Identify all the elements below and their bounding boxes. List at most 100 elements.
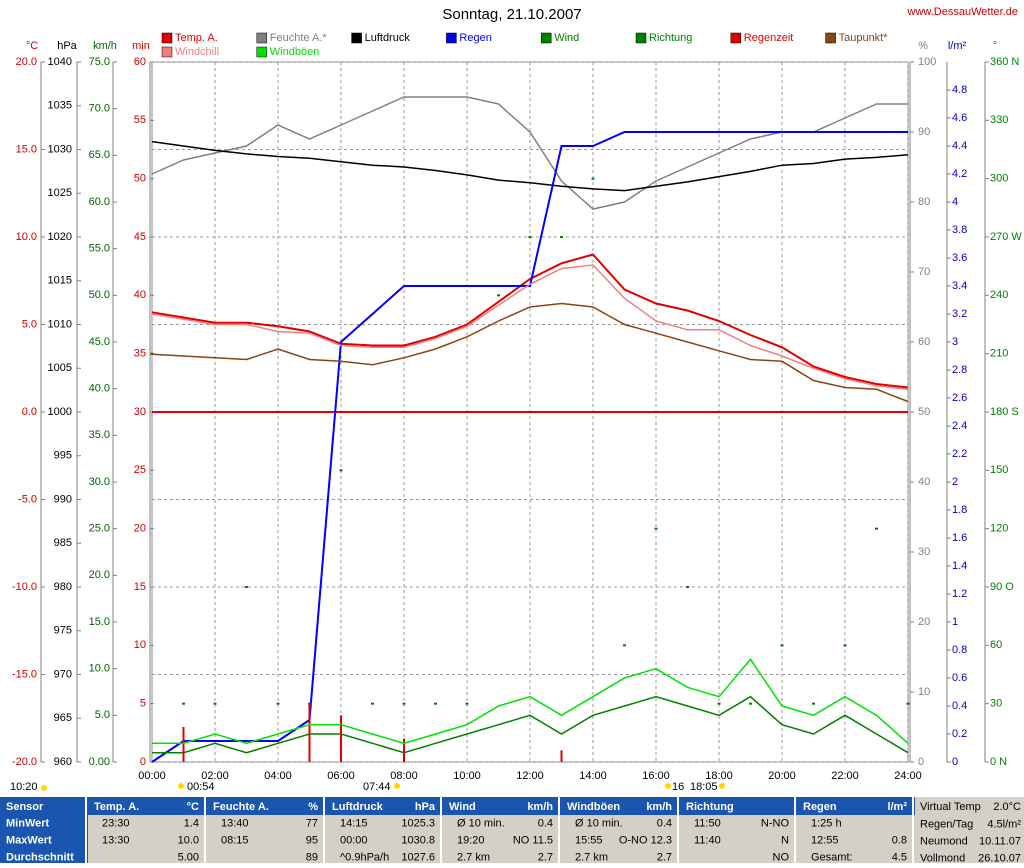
table-unit: % xyxy=(308,801,318,813)
y-tick-label: 1.6 xyxy=(952,532,967,544)
legend-label: Luftdruck xyxy=(365,32,411,44)
direction-dot xyxy=(402,702,406,705)
y-tick-label: 360 N xyxy=(990,56,1019,68)
legend-swatch xyxy=(635,32,647,44)
table-header-bg xyxy=(0,797,915,815)
x-tick-label: 14:00 xyxy=(579,770,607,782)
legend-swatch xyxy=(256,46,268,58)
y-tick-label: -5.0 xyxy=(18,493,37,505)
table-header: Regen xyxy=(803,801,837,813)
table-cell: 12:55 xyxy=(811,834,839,846)
series-line xyxy=(151,131,908,763)
legend-swatch xyxy=(730,32,742,44)
y-tick-label: 150 xyxy=(990,464,1008,476)
y-tick-label: 20 xyxy=(134,523,146,535)
y-tick-label: 40 xyxy=(134,289,146,301)
direction-dot xyxy=(276,702,280,705)
table-cell: 0.4 xyxy=(657,817,672,829)
legend-label: Richtung xyxy=(649,32,692,44)
y-tick-label: -15.0 xyxy=(12,668,37,680)
x-tick-label: 22:00 xyxy=(831,770,859,782)
axis-unit: l/m² xyxy=(948,40,967,52)
rain-time-bar xyxy=(182,727,185,762)
table-cell: ^0.9hPa/h xyxy=(340,851,389,863)
y-tick-label: 30 xyxy=(918,546,930,558)
extra-label: Vollmond xyxy=(920,852,965,863)
legend-label: Regenzeit xyxy=(744,32,794,44)
y-tick-label: 20.0 xyxy=(16,56,37,68)
y-tick-label: 0.0 xyxy=(22,406,37,418)
y-tick-label: 0.2 xyxy=(952,728,967,740)
y-tick-label: 120 xyxy=(990,523,1008,535)
y-tick-label: 10.0 xyxy=(89,663,110,675)
y-tick-label: 3.4 xyxy=(952,280,967,292)
y-tick-label: 210 xyxy=(990,348,1008,360)
y-tick-label: 5 xyxy=(140,698,146,710)
table-cell: O-NO 12.3 xyxy=(619,834,672,846)
direction-dot xyxy=(213,702,217,705)
y-tick-label: 240 xyxy=(990,289,1008,301)
table-cell: 95 xyxy=(306,834,318,846)
table-cell: 77 xyxy=(306,817,318,829)
table-cell: 19:20 xyxy=(457,834,485,846)
series-line xyxy=(152,695,909,754)
y-tick-label: 330 xyxy=(990,114,1008,126)
y-tick-label: -10.0 xyxy=(12,581,37,593)
y-tick-label: 70 xyxy=(918,266,930,278)
direction-dot xyxy=(749,702,752,705)
y-tick-label: 35.0 xyxy=(89,429,110,441)
y-tick-label: 4 xyxy=(952,196,958,208)
table-cell: 0.8 xyxy=(892,834,907,846)
x-tick-label: 00:00 xyxy=(138,770,166,782)
y-tick-label: 2.2 xyxy=(952,448,967,460)
y-tick-label: 55 xyxy=(134,114,146,126)
direction-dot xyxy=(875,527,878,530)
y-tick-label: 15.0 xyxy=(89,616,110,628)
y-tick-label: 985 xyxy=(54,537,72,549)
extra-value: 2.0°C xyxy=(993,801,1021,813)
y-tick-label: 1000 xyxy=(48,406,72,418)
y-tick-label: 1010 xyxy=(48,318,72,330)
table-cell: 1:25 h xyxy=(811,817,842,829)
legend-swatch xyxy=(446,32,457,44)
table-cell: 4.5 xyxy=(892,851,907,863)
extra-label: Neumond xyxy=(920,835,968,847)
legend-swatch xyxy=(161,46,173,58)
direction-dot xyxy=(497,294,500,297)
y-tick-label: 3.8 xyxy=(952,224,967,236)
direction-dot xyxy=(150,352,154,355)
direction-dot xyxy=(780,644,784,647)
table-cell: 14:15 xyxy=(340,817,368,829)
table-cell: 89 xyxy=(306,851,318,863)
table-cell: 13:30 xyxy=(102,834,130,846)
table-cell: 13:40 xyxy=(221,817,249,829)
y-tick-label: 2 xyxy=(952,476,958,488)
y-tick-label: 980 xyxy=(54,581,72,593)
sun-icon xyxy=(665,783,671,789)
table-header: Feuchte A. xyxy=(213,801,269,813)
y-tick-label: 1020 xyxy=(48,231,72,243)
series-line xyxy=(151,140,909,192)
y-tick-label: 45.0 xyxy=(89,336,110,348)
table-unit: °C xyxy=(187,801,199,813)
table-header: Luftdruck xyxy=(332,801,384,813)
table-cell: 5.00 xyxy=(178,851,199,863)
direction-dot xyxy=(717,702,721,705)
table-cell: 23:30 xyxy=(102,817,130,829)
chart-title: Sonntag, 21.10.2007 xyxy=(442,6,581,23)
series-line xyxy=(151,302,909,403)
table-cell: 0.4 xyxy=(538,817,553,829)
x-tick-label: 18:00 xyxy=(705,770,733,782)
sun-icon xyxy=(394,783,400,789)
table-cell: 2.7 km xyxy=(457,851,490,863)
y-tick-label: 80 xyxy=(918,196,930,208)
y-tick-label: 2.8 xyxy=(952,364,967,376)
y-tick-label: 180 S xyxy=(990,406,1019,418)
y-tick-label: 30.0 xyxy=(89,476,110,488)
axis-unit: hPa xyxy=(57,40,77,52)
y-tick-label: 90 xyxy=(918,126,930,138)
extra-value: 26.10.07 xyxy=(978,852,1021,863)
direction-dot xyxy=(812,702,815,705)
y-tick-label: 0.4 xyxy=(952,700,967,712)
